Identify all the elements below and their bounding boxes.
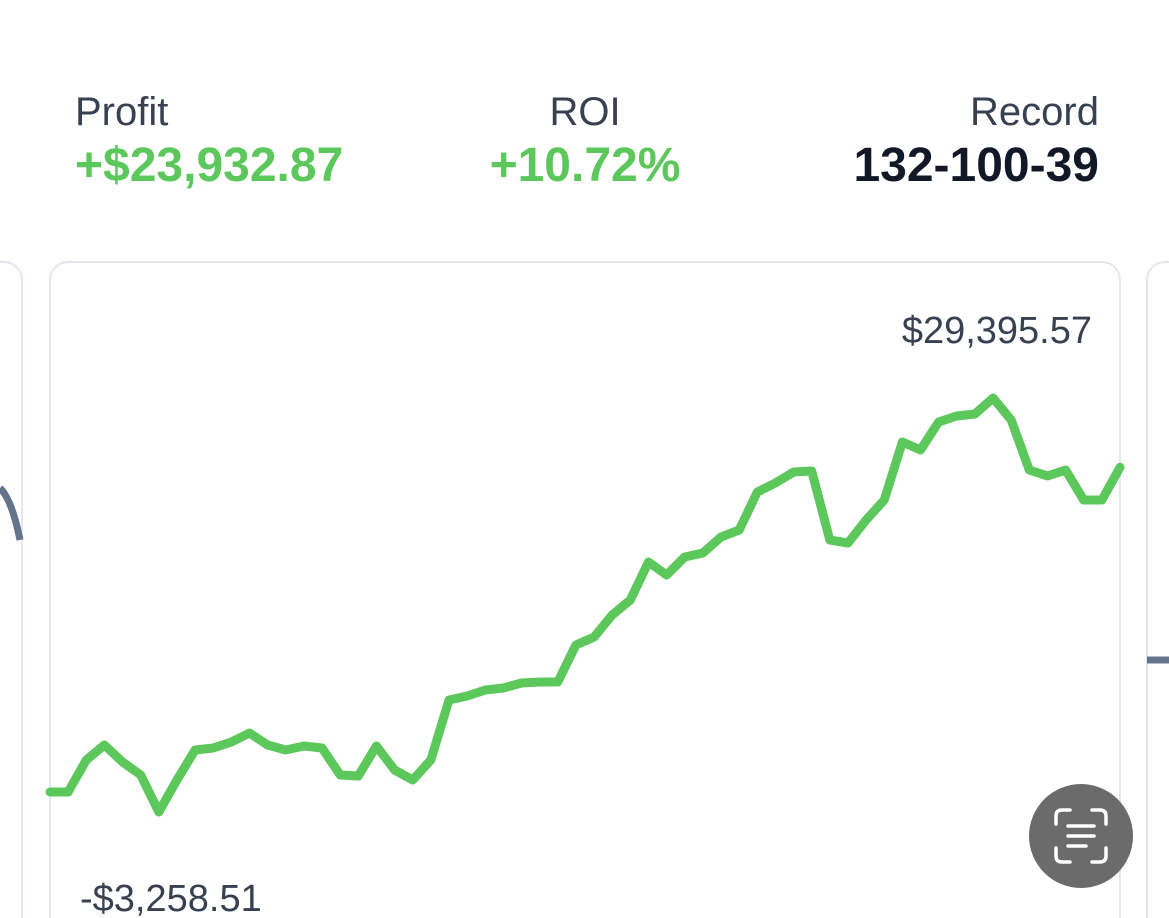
chart-card	[49, 261, 1121, 918]
side-card	[1146, 261, 1169, 918]
stat: Profit +$23,932.87	[75, 88, 343, 196]
stat-label: Record	[970, 90, 1099, 134]
side-card	[0, 261, 23, 918]
max-label: $29,395.57	[902, 310, 1092, 352]
stat-value: +10.72%	[489, 139, 681, 192]
stat-value: 132-100-39	[853, 139, 1099, 192]
stats: Profit +$23,932.87 ROI +10.72% Record 13…	[75, 88, 1099, 208]
stat: Record 132-100-39	[853, 88, 1099, 196]
plot: $29,395.57 -$3,258.51	[45, 310, 1125, 918]
stat-label: Profit	[75, 90, 169, 134]
scan-icon	[1054, 808, 1108, 864]
side-line	[0, 485, 24, 541]
stat-value: +$23,932.87	[75, 139, 344, 192]
stat-label: ROI	[549, 90, 621, 134]
min-label: -$3,258.51	[80, 878, 262, 918]
profit-line	[45, 393, 1125, 817]
stat: ROI +10.72%	[480, 88, 690, 196]
